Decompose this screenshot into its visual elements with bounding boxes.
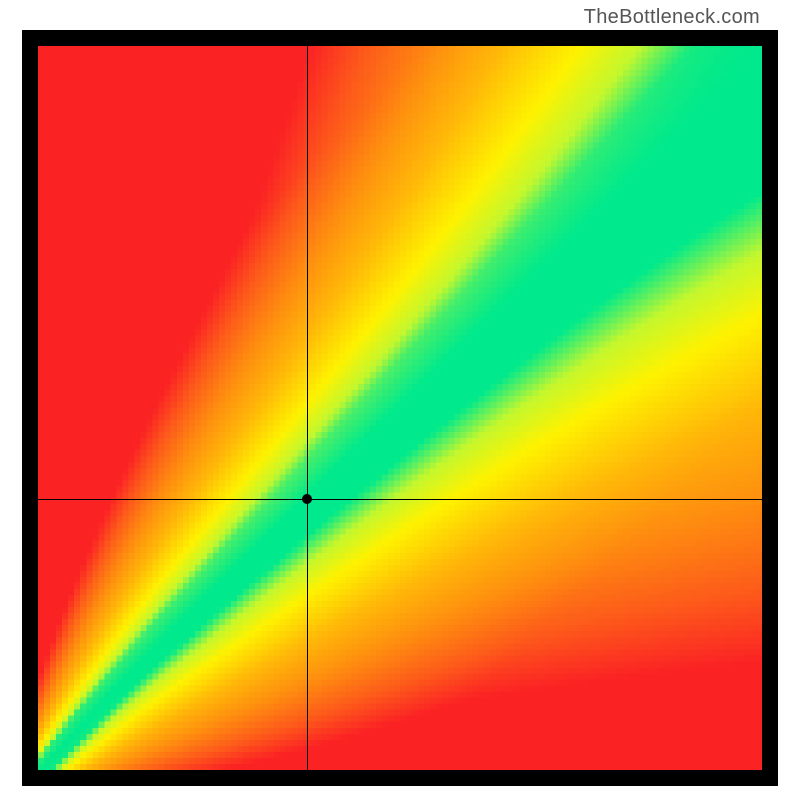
crosshair-vertical xyxy=(307,46,308,770)
crosshair-horizontal xyxy=(38,499,762,500)
chart-container: TheBottleneck.com xyxy=(0,0,800,800)
heatmap-plot-area xyxy=(38,46,762,770)
attribution-watermark: TheBottleneck.com xyxy=(584,6,760,29)
data-point-marker xyxy=(302,494,312,504)
heatmap-canvas xyxy=(38,46,762,770)
